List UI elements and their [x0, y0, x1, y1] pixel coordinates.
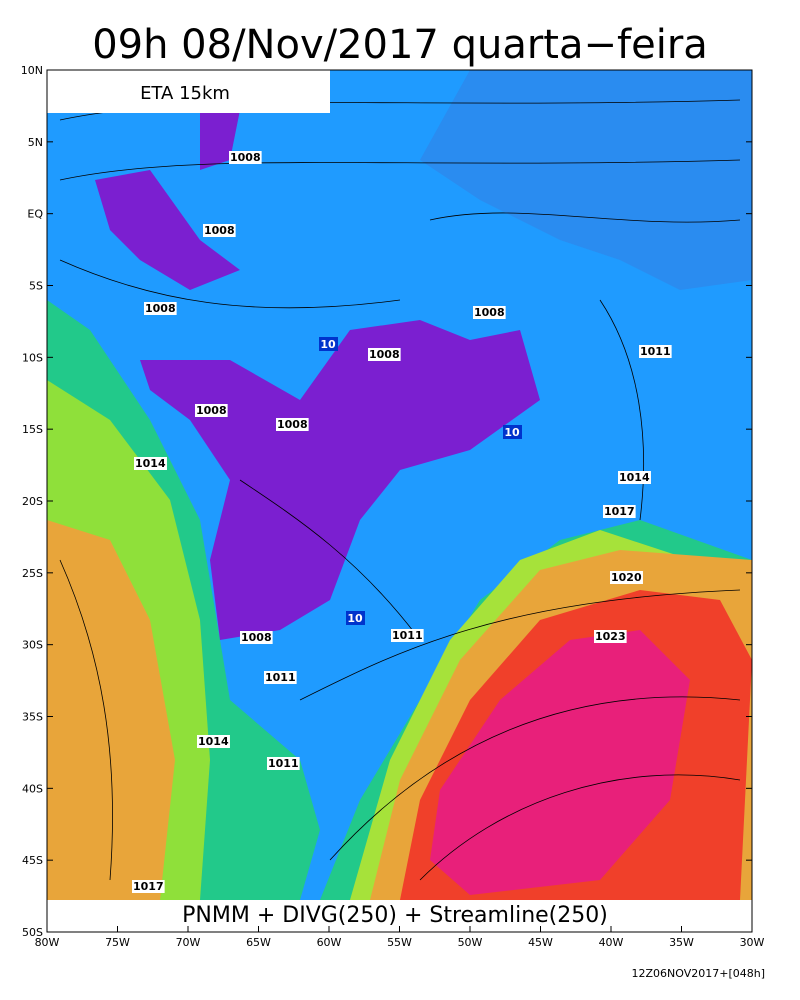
map-title: 09h 08/Nov/2017 quarta−feira: [92, 22, 708, 68]
isobar-label: 1011: [268, 757, 299, 770]
lat-label: 30S: [22, 639, 43, 652]
field-label: PNMM + DIVG(250) + Streamline(250): [182, 903, 608, 928]
divergence-label-box: [319, 337, 338, 351]
isobar-label-box: [134, 457, 167, 470]
isobar-label: 1011: [265, 671, 296, 684]
isobar-label: 1017: [604, 505, 635, 518]
streamlines: [59, 99, 741, 881]
map-fields: [47, 70, 752, 932]
lon-label: 40W: [599, 936, 624, 949]
isobar-label: 1017: [133, 880, 164, 893]
isobar-label: 1008: [145, 302, 176, 315]
isobar-label: 1008: [230, 151, 261, 164]
isobar-label-box: [264, 671, 297, 684]
lat-label: 45S: [22, 854, 43, 867]
magenta-field: [430, 630, 690, 895]
lat-label: 10S: [22, 351, 43, 364]
lon-label: 75W: [105, 936, 130, 949]
divergence-label: 10: [320, 338, 336, 351]
lon-label: 65W: [246, 936, 271, 949]
isobar-label-box: [229, 151, 262, 164]
lat-label: 15S: [22, 423, 43, 436]
isobar-label: 1008: [369, 348, 400, 361]
lat-label: 10N: [21, 64, 43, 77]
lat-label: 5S: [29, 280, 43, 293]
isobar-labels: 1008 1008 1008 1008 1008 1011 1008 1008 …: [132, 151, 672, 893]
isobar-label: 1014: [135, 457, 166, 470]
lon-label: 55W: [387, 936, 412, 949]
isobar-label: 1008: [241, 631, 272, 644]
isobar-label-box: [132, 880, 165, 893]
isobar-label-box: [473, 306, 506, 319]
isobar-label-box: [276, 418, 309, 431]
lon-label: 30W: [740, 936, 765, 949]
lat-label: 25S: [22, 567, 43, 580]
lon-label: 80W: [35, 936, 60, 949]
isobar-label: 1008: [474, 306, 505, 319]
lon-label: 60W: [317, 936, 342, 949]
lat-label: EQ: [27, 208, 43, 221]
lon-label: 70W: [176, 936, 201, 949]
isobar-label-box: [144, 302, 177, 315]
isobar-label-box: [618, 471, 651, 484]
isobar-label: 1008: [277, 418, 308, 431]
low-pressure-central: [140, 320, 540, 640]
isobar-label-box: [610, 571, 643, 584]
isobar-label-box: [603, 505, 636, 518]
isobar-label-box: [639, 345, 672, 358]
isobar-label: 1011: [392, 629, 423, 642]
orange-field-west: [47, 520, 175, 900]
lat-label: 35S: [22, 711, 43, 724]
isobar-label-box: [391, 629, 424, 642]
lon-label: 50W: [458, 936, 483, 949]
model-label: ETA 15km: [140, 83, 230, 104]
divergence-label-box: [503, 425, 522, 439]
isobar-label: 1008: [204, 224, 235, 237]
run-label: 12Z06NOV2017+[048h]: [631, 967, 765, 980]
isobar-label-box: [368, 348, 401, 361]
isobar-label-box: [203, 224, 236, 237]
isobar-label: 1014: [619, 471, 650, 484]
isobar-label: 1011: [640, 345, 671, 358]
isobar-label: 1023: [595, 630, 626, 643]
divergence-label: 10: [347, 612, 363, 625]
low-pressure-north: [95, 170, 240, 290]
lat-label: 5N: [28, 136, 43, 149]
isobar-label: 1008: [196, 404, 227, 417]
lon-label: 35W: [669, 936, 694, 949]
isobar-label-box: [267, 757, 300, 770]
lat-label: 50S: [22, 926, 43, 939]
divergence-labels: 10 10 10: [319, 337, 522, 625]
ocean-field: [420, 70, 752, 290]
divergence-label: 10: [504, 426, 520, 439]
lat-label: 20S: [22, 495, 43, 508]
isobar-label: 1020: [611, 571, 642, 584]
divergence-label-box: [346, 611, 365, 625]
isobar-label-box: [240, 631, 273, 644]
model-label-box: [47, 70, 330, 113]
lon-label: 45W: [528, 936, 553, 949]
isobar-label-box: [594, 630, 627, 643]
lat-label: 40S: [22, 782, 43, 795]
isobar-label-box: [197, 735, 230, 748]
isobar-label-box: [195, 404, 228, 417]
isobar-label: 1014: [198, 735, 229, 748]
